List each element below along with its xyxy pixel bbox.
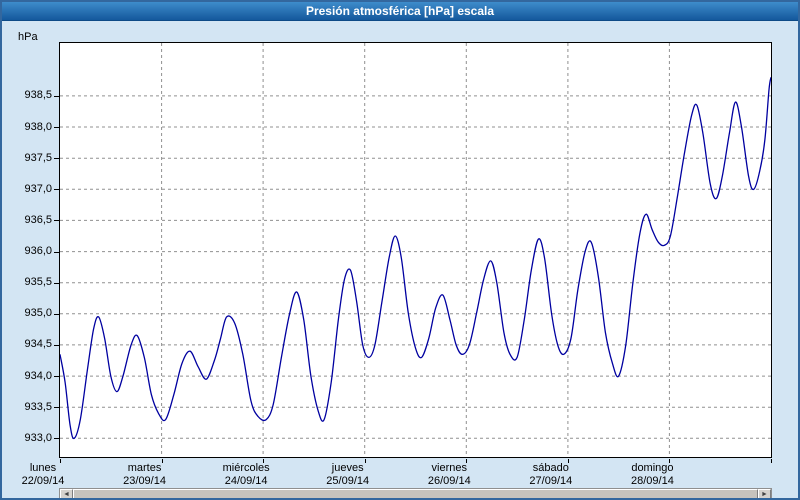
day-date-label: 25/09/14 bbox=[326, 475, 370, 487]
x-axis-day-label: miércoles 24/09/14 bbox=[223, 462, 270, 488]
day-name-label: lunes bbox=[29, 462, 57, 474]
horizontal-scrollbar[interactable]: ◄ ► bbox=[59, 488, 772, 498]
scroll-left-button[interactable]: ◄ bbox=[60, 489, 73, 498]
y-tick-label: 935,0 bbox=[24, 307, 52, 320]
y-tick-label: 934,0 bbox=[24, 369, 52, 382]
y-tick-label: 933,5 bbox=[24, 400, 52, 413]
x-tick-mark bbox=[161, 459, 163, 463]
pressure-chart-svg bbox=[60, 43, 771, 457]
scroll-left-arrow-icon: ◄ bbox=[63, 491, 70, 498]
day-date-label: 27/09/14 bbox=[529, 475, 573, 487]
x-tick-mark bbox=[263, 459, 265, 463]
day-name-label: jueves bbox=[331, 462, 364, 474]
y-tick-label: 933,0 bbox=[24, 431, 52, 444]
x-tick-mark bbox=[771, 459, 772, 463]
x-axis-day-label: jueves 25/09/14 bbox=[326, 462, 369, 488]
day-name-label: miércoles bbox=[222, 462, 270, 474]
day-name-label: sábado bbox=[532, 462, 569, 474]
day-name-label: martes bbox=[127, 462, 162, 474]
x-tick-mark bbox=[669, 459, 671, 463]
window-title: Presión atmosférica [hPa] escala bbox=[305, 4, 495, 18]
day-name-label: domingo bbox=[631, 462, 674, 474]
day-date-label: 24/09/14 bbox=[224, 475, 268, 487]
scroll-right-button[interactable]: ► bbox=[758, 489, 771, 498]
x-tick-mark bbox=[466, 459, 468, 463]
x-tick-mark bbox=[364, 459, 366, 463]
day-name-label: viernes bbox=[431, 462, 468, 474]
y-tick-label: 938,5 bbox=[24, 89, 52, 102]
y-tick-label: 936,0 bbox=[24, 245, 52, 258]
y-tick-label: 937,5 bbox=[24, 151, 52, 164]
y-tick-label: 936,5 bbox=[24, 213, 52, 226]
day-date-label: 23/09/14 bbox=[123, 475, 166, 487]
window-title-bar: Presión atmosférica [hPa] escala bbox=[2, 2, 798, 21]
day-date-label: 26/09/14 bbox=[427, 475, 471, 487]
y-tick-label: 937,0 bbox=[24, 182, 52, 195]
x-axis-day-label: lunes 22/09/14 bbox=[22, 462, 65, 488]
plot-area bbox=[59, 42, 772, 458]
day-date-label: 28/09/14 bbox=[631, 475, 674, 487]
x-axis-day-label: martes 23/09/14 bbox=[123, 462, 166, 488]
y-tick-label: 935,5 bbox=[24, 276, 52, 289]
x-tick-mark bbox=[60, 459, 61, 463]
x-axis-day-label: domingo 28/09/14 bbox=[631, 462, 674, 488]
x-axis-day-label: viernes 26/09/14 bbox=[428, 462, 471, 488]
x-tick-mark bbox=[567, 459, 569, 463]
day-date-label: 22/09/14 bbox=[21, 475, 65, 487]
scroll-right-arrow-icon: ► bbox=[761, 491, 768, 498]
y-tick-label: 934,5 bbox=[24, 338, 52, 351]
y-axis-unit-label: hPa bbox=[18, 31, 38, 43]
scrollbar-thumb[interactable] bbox=[73, 489, 758, 498]
x-axis-day-label: sábado 27/09/14 bbox=[529, 462, 572, 488]
pressure-line bbox=[60, 77, 771, 440]
y-tick-label: 938,0 bbox=[24, 120, 52, 133]
